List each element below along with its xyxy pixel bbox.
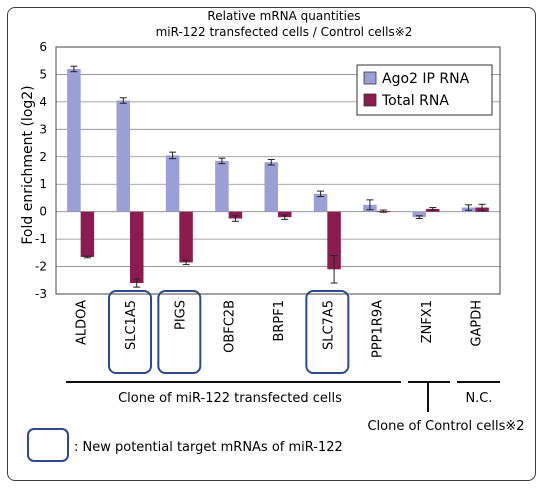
y-tick-label: 5: [39, 67, 47, 81]
bar-ago2-slc7a5: [313, 193, 328, 212]
category-label-obfc2b: OBFC2B: [223, 300, 238, 353]
category-label-slc1a5: SLC1A5: [124, 300, 139, 350]
legend: Ago2 IP RNA Total RNA: [356, 64, 493, 116]
category-label-znfx1: ZNFX1: [420, 300, 435, 343]
highlight-box-slc1a5: [108, 290, 152, 374]
group-brackets: Clone of miR-122 transfected cells Clone…: [66, 381, 525, 434]
bar-total-slc1a5: [130, 211, 144, 284]
category-label-pigs: PIGS: [173, 300, 188, 330]
legend-box: [356, 64, 493, 116]
bar-total-brpf1: [278, 211, 292, 218]
y-tick-label: -1: [35, 232, 47, 246]
bar-total-pigs: [179, 211, 193, 263]
legend-label-ago2: Ago2 IP RNA: [382, 71, 470, 87]
bar-total-slc7a5: [327, 211, 341, 270]
y-axis-label: Fold enrichment (log2): [20, 85, 36, 244]
highlight-box-slc7a5: [305, 290, 350, 374]
group-label-nc: N.C.: [465, 391, 492, 406]
legend-label-total: Total RNA: [381, 93, 449, 109]
chart-title-line2: miR-122 transfected cells / Control cell…: [156, 25, 413, 39]
box-legend-icon: [27, 428, 69, 462]
y-tick-label: 3: [39, 122, 47, 136]
category-label-slc7a5: SLC7A5: [321, 300, 336, 350]
y-tick-label: 6: [39, 40, 47, 54]
y-tick-label: 0: [39, 205, 47, 219]
y-tick-label: 4: [39, 95, 47, 109]
y-tick-label: -2: [35, 260, 47, 274]
group-label-transfected: Clone of miR-122 transfected cells: [118, 391, 342, 406]
bar-ago2-obfc2b: [215, 160, 229, 212]
y-tick-label: -3: [35, 287, 47, 301]
category-label-brpf1: BRPF1: [272, 300, 287, 342]
plot-area-border: [55, 46, 501, 295]
category-label-gapdh: GAPDH: [469, 300, 484, 347]
bar-ago2-aldoa: [67, 68, 81, 212]
y-tick-label: 1: [39, 177, 47, 191]
category-label-aldoa: ALDOA: [75, 300, 90, 345]
group-label-control: Clone of Control cells※2: [367, 419, 524, 434]
bars: [67, 65, 489, 288]
bar-ago2-brpf1: [264, 162, 278, 212]
box-legend: : New potential target mRNAs of miR-122: [27, 428, 343, 462]
legend-swatch-total: [363, 93, 377, 107]
figure-frame: [7, 7, 536, 481]
y-tick-label: 2: [39, 150, 47, 164]
bar-ago2-slc1a5: [116, 100, 130, 212]
legend-swatch-ago2: [363, 71, 377, 85]
category-labels: ALDOA SLC1A5 PIGS OBFC2B BRPF1 SLC7A5 PPP1R9A Z…: [75, 290, 484, 374]
bar-ago2-pigs: [165, 155, 180, 212]
bar-ago2-znfx1: [412, 211, 426, 218]
bar-total-aldoa: [80, 211, 95, 257]
bar-total-obfc2b: [228, 211, 243, 219]
y-axis-ticks: 6 5 4 3 2 1 0 -1 -2 -3: [35, 40, 47, 301]
box-legend-label: : New potential target mRNAs of miR-122: [74, 440, 343, 455]
highlight-box-pigs: [157, 290, 202, 374]
chart-title-line1: Relative mRNA quantities: [207, 9, 360, 23]
category-label-ppp1r9a: PPP1R9A: [371, 300, 386, 358]
